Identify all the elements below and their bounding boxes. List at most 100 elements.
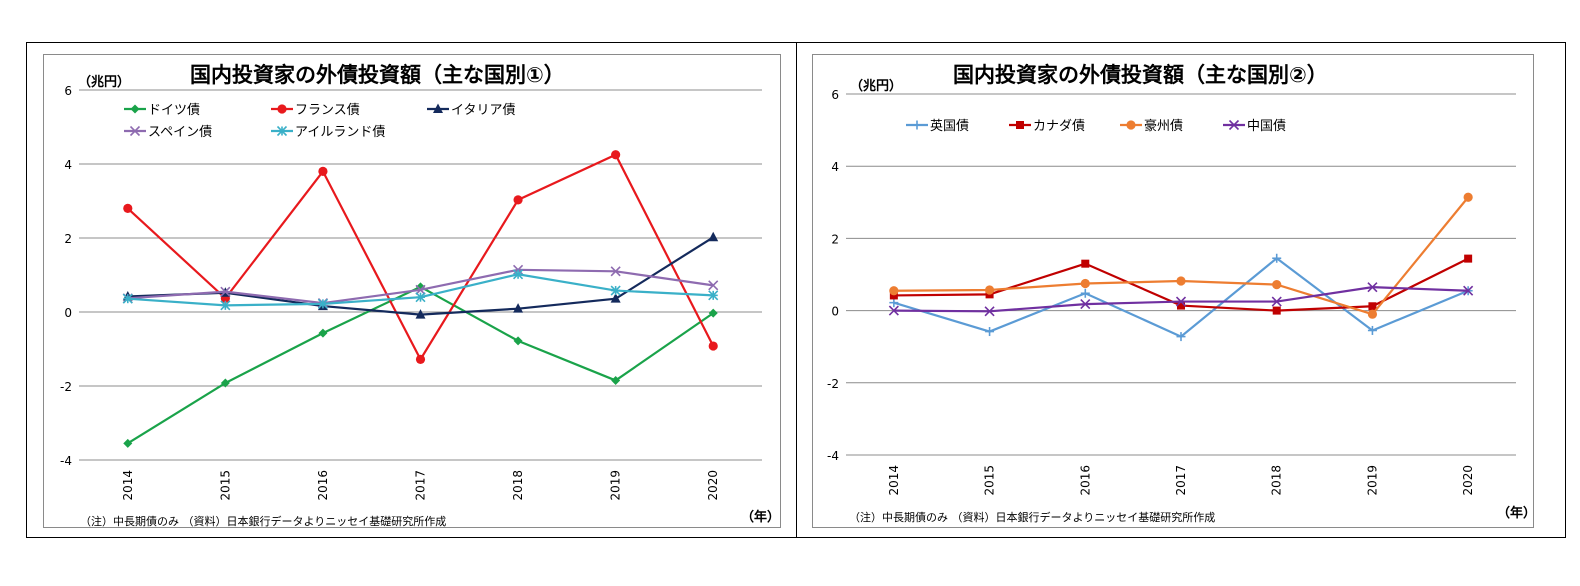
year-label: （年）: [1497, 506, 1537, 521]
data-point: [1367, 309, 1378, 319]
data-point: [1175, 296, 1187, 307]
data-point: [610, 285, 621, 296]
legend-label: イタリア債: [451, 103, 515, 118]
data-point: [1272, 253, 1282, 263]
line-chart-2: 6 4 2 0 -2 -4 2014 2015 2016 2017 2018 2019 2020 英国債 カ…: [827, 88, 1516, 496]
x-tick-label: 2015: [218, 470, 232, 501]
y-tick-label: 2: [64, 232, 72, 246]
y-tick-label: -4: [827, 449, 839, 463]
x-tick-label: 2014: [887, 465, 901, 496]
legend-marker: [1228, 119, 1240, 131]
line-chart-1: 6 4 2 0 -2 -4 2014 2015 2016 2017 2018 2019 2020 ドイツ債…: [60, 84, 762, 501]
year-label: （年）: [741, 510, 781, 525]
data-point: [1177, 301, 1185, 310]
data-point: [611, 150, 621, 160]
source-note: （注）中長期債のみ （資料）日本銀行データよりニッセイ基礎研究所作成: [80, 515, 447, 528]
legend-marker: [276, 125, 288, 137]
chart-panel-2: 国内投資家の外債投資額（主な国別②） （兆円） 6 4 2 0 -2 -4 2014 2015…: [812, 54, 1537, 528]
legend-label: アイルランド債: [295, 125, 385, 140]
series-line: [127, 153, 715, 362]
data-point: [415, 292, 426, 303]
series-line: [893, 256, 1469, 338]
y-tick-label: -2: [60, 380, 72, 394]
data-point: [1080, 288, 1090, 298]
panel-divider: [796, 42, 797, 538]
data-point: [318, 166, 328, 176]
data-point: [513, 195, 523, 205]
x-tick-label: 2019: [1365, 465, 1379, 496]
data-point: [708, 290, 719, 301]
unit-label: （兆円）: [850, 79, 903, 94]
data-point: [1176, 276, 1186, 286]
data-point: [220, 286, 231, 297]
legend-label: 豪州債: [1144, 118, 1183, 134]
data-point: [1272, 280, 1282, 290]
data-point: [513, 269, 524, 280]
legend-marker: [1016, 121, 1024, 129]
data-point: [513, 336, 523, 346]
y-tick-label: 4: [64, 158, 72, 172]
data-point: [610, 266, 621, 277]
data-point: [1368, 302, 1377, 311]
y-tick-label: 6: [64, 84, 72, 98]
x-tick-label: 2020: [706, 470, 720, 501]
data-point: [122, 293, 133, 304]
data-point: [1081, 259, 1090, 268]
legend-marker: [912, 120, 922, 130]
data-point: [415, 309, 426, 319]
data-point: [1080, 299, 1091, 310]
data-point: [1463, 192, 1473, 202]
legend-label: ドイツ債: [148, 103, 200, 118]
data-point: [1463, 285, 1474, 296]
y-tick-label: 2: [831, 232, 839, 246]
data-point: [123, 203, 133, 213]
data-point: [888, 305, 899, 316]
legend-label: フランス債: [295, 103, 360, 118]
series-line: [893, 196, 1469, 316]
data-point: [984, 306, 995, 317]
data-point: [1271, 296, 1282, 307]
data-point: [984, 285, 995, 295]
legend-label: 英国債: [930, 119, 969, 134]
x-tick-label: 2019: [609, 470, 623, 501]
data-point: [889, 291, 898, 300]
data-point: [610, 293, 621, 303]
x-tick-label: 2015: [983, 465, 997, 496]
x-tick-label: 2014: [121, 470, 135, 501]
data-point: [1176, 332, 1186, 342]
x-tick-label: 2018: [511, 470, 525, 501]
data-point: [513, 303, 524, 313]
data-point: [611, 375, 621, 385]
chart-panel-1: 国内投資家の外債投資額（主な国別①） （兆円） 6 4 2 0 -2 -4 2014 2015…: [43, 54, 781, 528]
legend-label: カナダ債: [1033, 119, 1085, 134]
data-point: [708, 341, 718, 351]
data-point: [415, 284, 426, 295]
data-point: [889, 298, 899, 308]
chart-title: 国内投資家の外債投資額（主な国別①）: [190, 63, 565, 87]
chart-title: 国内投資家の外債投資額（主な国別②）: [953, 63, 1328, 87]
legend-label: 中国債: [1247, 119, 1286, 134]
series-line: [127, 236, 714, 316]
unit-label: （兆円）: [78, 75, 131, 90]
x-tick-label: 2017: [1174, 465, 1188, 496]
y-tick-label: -2: [827, 377, 839, 391]
data-point: [220, 378, 230, 388]
legend-marker: [277, 104, 287, 114]
legend-marker: [130, 104, 140, 114]
legend-marker: [129, 125, 141, 137]
data-point: [220, 300, 231, 311]
y-tick-label: -4: [60, 454, 72, 468]
data-point: [1367, 282, 1378, 293]
data-point: [317, 298, 328, 309]
data-point: [1464, 254, 1473, 263]
source-note: （注）中長期債のみ （資料）日本銀行データよりニッセイ基礎研究所作成: [849, 511, 1216, 524]
y-tick-label: 6: [831, 88, 839, 102]
y-tick-label: 0: [64, 306, 72, 320]
data-point: [889, 286, 899, 296]
data-point: [318, 328, 328, 338]
data-point: [1272, 306, 1281, 315]
x-tick-label: 2016: [316, 470, 330, 501]
x-tick-label: 2020: [1461, 465, 1475, 496]
data-point: [708, 231, 719, 242]
data-point: [123, 438, 133, 448]
